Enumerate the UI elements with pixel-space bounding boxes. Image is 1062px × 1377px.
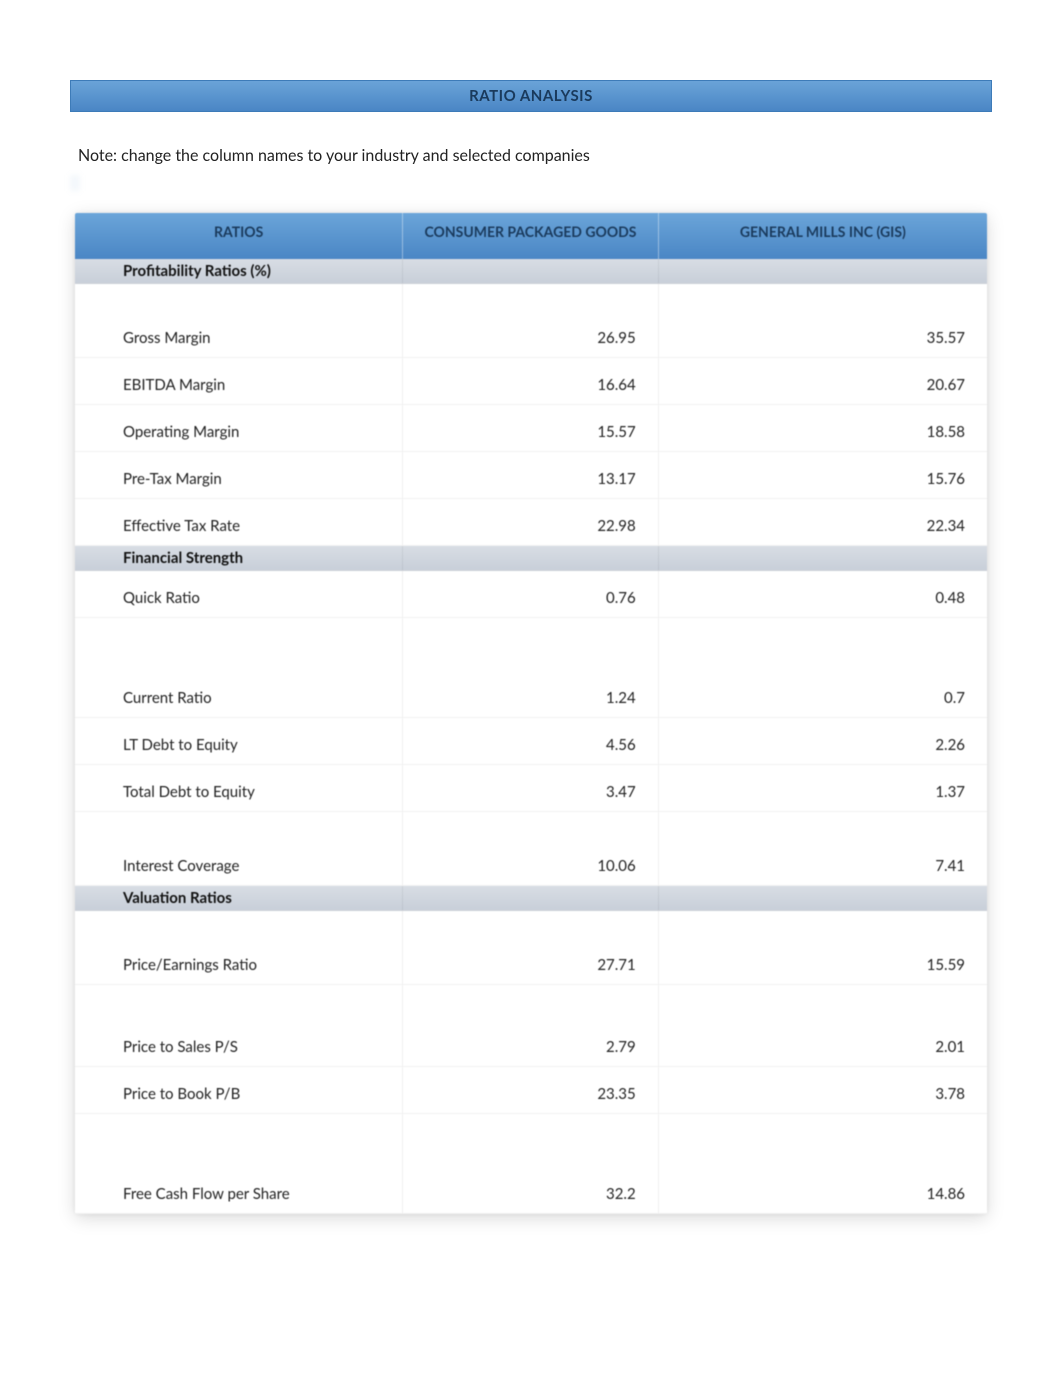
company-value: 3.78 xyxy=(659,1067,987,1114)
ratio-label: Price to Sales P/S xyxy=(75,985,403,1067)
company-value: 14.86 xyxy=(659,1114,987,1214)
column-header-ratios: RATIOS xyxy=(75,213,403,259)
table-row: Price to Book P/B23.353.78 xyxy=(75,1067,987,1114)
table-row: Effective Tax Rate22.9822.34 xyxy=(75,499,987,546)
ratio-label: Pre-Tax Margin xyxy=(75,452,403,499)
ratio-label: Effective Tax Rate xyxy=(75,499,403,546)
table-row: Price/Earnings Ratio27.7115.59 xyxy=(75,911,987,985)
section-header-row: Valuation Ratios xyxy=(75,886,987,911)
ratio-label: Operating Margin xyxy=(75,405,403,452)
section-blank xyxy=(659,259,987,284)
company-value: 7.41 xyxy=(659,812,987,886)
industry-value: 1.24 xyxy=(403,618,658,718)
company-value: 2.01 xyxy=(659,985,987,1067)
table-row: Interest Coverage10.067.41 xyxy=(75,812,987,886)
section-blank xyxy=(659,546,987,571)
industry-value: 10.06 xyxy=(403,812,658,886)
ratio-label: Gross Margin xyxy=(75,284,403,358)
industry-value: 16.64 xyxy=(403,358,658,405)
section-name: Valuation Ratios xyxy=(75,886,403,911)
industry-value: 23.35 xyxy=(403,1067,658,1114)
ratio-label: EBITDA Margin xyxy=(75,358,403,405)
page-title-bar: RATIO ANALYSIS xyxy=(70,80,992,112)
ratio-table-container: RATIOS CONSUMER PACKAGED GOODS GENERAL M… xyxy=(75,213,987,1214)
industry-value: 2.79 xyxy=(403,985,658,1067)
table-row: Current Ratio1.240.7 xyxy=(75,618,987,718)
table-row: Price to Sales P/S2.792.01 xyxy=(75,985,987,1067)
section-blank xyxy=(403,259,658,284)
page-title: RATIO ANALYSIS xyxy=(469,87,593,105)
table-row: Gross Margin26.9535.57 xyxy=(75,284,987,358)
table-row: LT Debt to Equity4.562.26 xyxy=(75,718,987,765)
section-blank xyxy=(403,886,658,911)
table-row: Pre-Tax Margin13.1715.76 xyxy=(75,452,987,499)
ratio-label: Free Cash Flow per Share xyxy=(75,1114,403,1214)
company-value: 0.7 xyxy=(659,618,987,718)
ratio-label: Price/Earnings Ratio xyxy=(75,911,403,985)
section-blank xyxy=(659,886,987,911)
industry-value: 0.76 xyxy=(403,571,658,618)
industry-value: 22.98 xyxy=(403,499,658,546)
table-header-row: RATIOS CONSUMER PACKAGED GOODS GENERAL M… xyxy=(75,213,987,259)
decorative-blur xyxy=(70,175,80,191)
instruction-note: Note: change the column names to your in… xyxy=(78,146,992,165)
ratio-label: Price to Book P/B xyxy=(75,1067,403,1114)
company-value: 15.76 xyxy=(659,452,987,499)
company-value: 15.59 xyxy=(659,911,987,985)
industry-value: 32.2 xyxy=(403,1114,658,1214)
industry-value: 26.95 xyxy=(403,284,658,358)
table-row: Free Cash Flow per Share32.214.86 xyxy=(75,1114,987,1214)
company-value: 2.26 xyxy=(659,718,987,765)
company-value: 22.34 xyxy=(659,499,987,546)
ratio-label: LT Debt to Equity xyxy=(75,718,403,765)
ratio-label: Current Ratio xyxy=(75,618,403,718)
column-header-company: GENERAL MILLS INC (GIS) xyxy=(659,213,987,259)
table-row: EBITDA Margin16.6420.67 xyxy=(75,358,987,405)
company-value: 0.48 xyxy=(659,571,987,618)
section-blank xyxy=(403,546,658,571)
industry-value: 13.17 xyxy=(403,452,658,499)
section-name: Financial Strength xyxy=(75,546,403,571)
section-header-row: Financial Strength xyxy=(75,546,987,571)
industry-value: 4.56 xyxy=(403,718,658,765)
table-row: Total Debt to Equity3.471.37 xyxy=(75,765,987,812)
column-header-industry: CONSUMER PACKAGED GOODS xyxy=(403,213,658,259)
table-body: Profitability Ratios (%)Gross Margin26.9… xyxy=(75,259,987,1214)
company-value: 1.37 xyxy=(659,765,987,812)
company-value: 35.57 xyxy=(659,284,987,358)
table-row: Operating Margin15.5718.58 xyxy=(75,405,987,452)
ratio-label: Total Debt to Equity xyxy=(75,765,403,812)
table-row: Quick Ratio0.760.48 xyxy=(75,571,987,618)
ratio-table: RATIOS CONSUMER PACKAGED GOODS GENERAL M… xyxy=(75,213,987,1214)
industry-value: 3.47 xyxy=(403,765,658,812)
company-value: 18.58 xyxy=(659,405,987,452)
ratio-label: Quick Ratio xyxy=(75,571,403,618)
ratio-label: Interest Coverage xyxy=(75,812,403,886)
industry-value: 27.71 xyxy=(403,911,658,985)
company-value: 20.67 xyxy=(659,358,987,405)
section-name: Profitability Ratios (%) xyxy=(75,259,403,284)
section-header-row: Profitability Ratios (%) xyxy=(75,259,987,284)
industry-value: 15.57 xyxy=(403,405,658,452)
